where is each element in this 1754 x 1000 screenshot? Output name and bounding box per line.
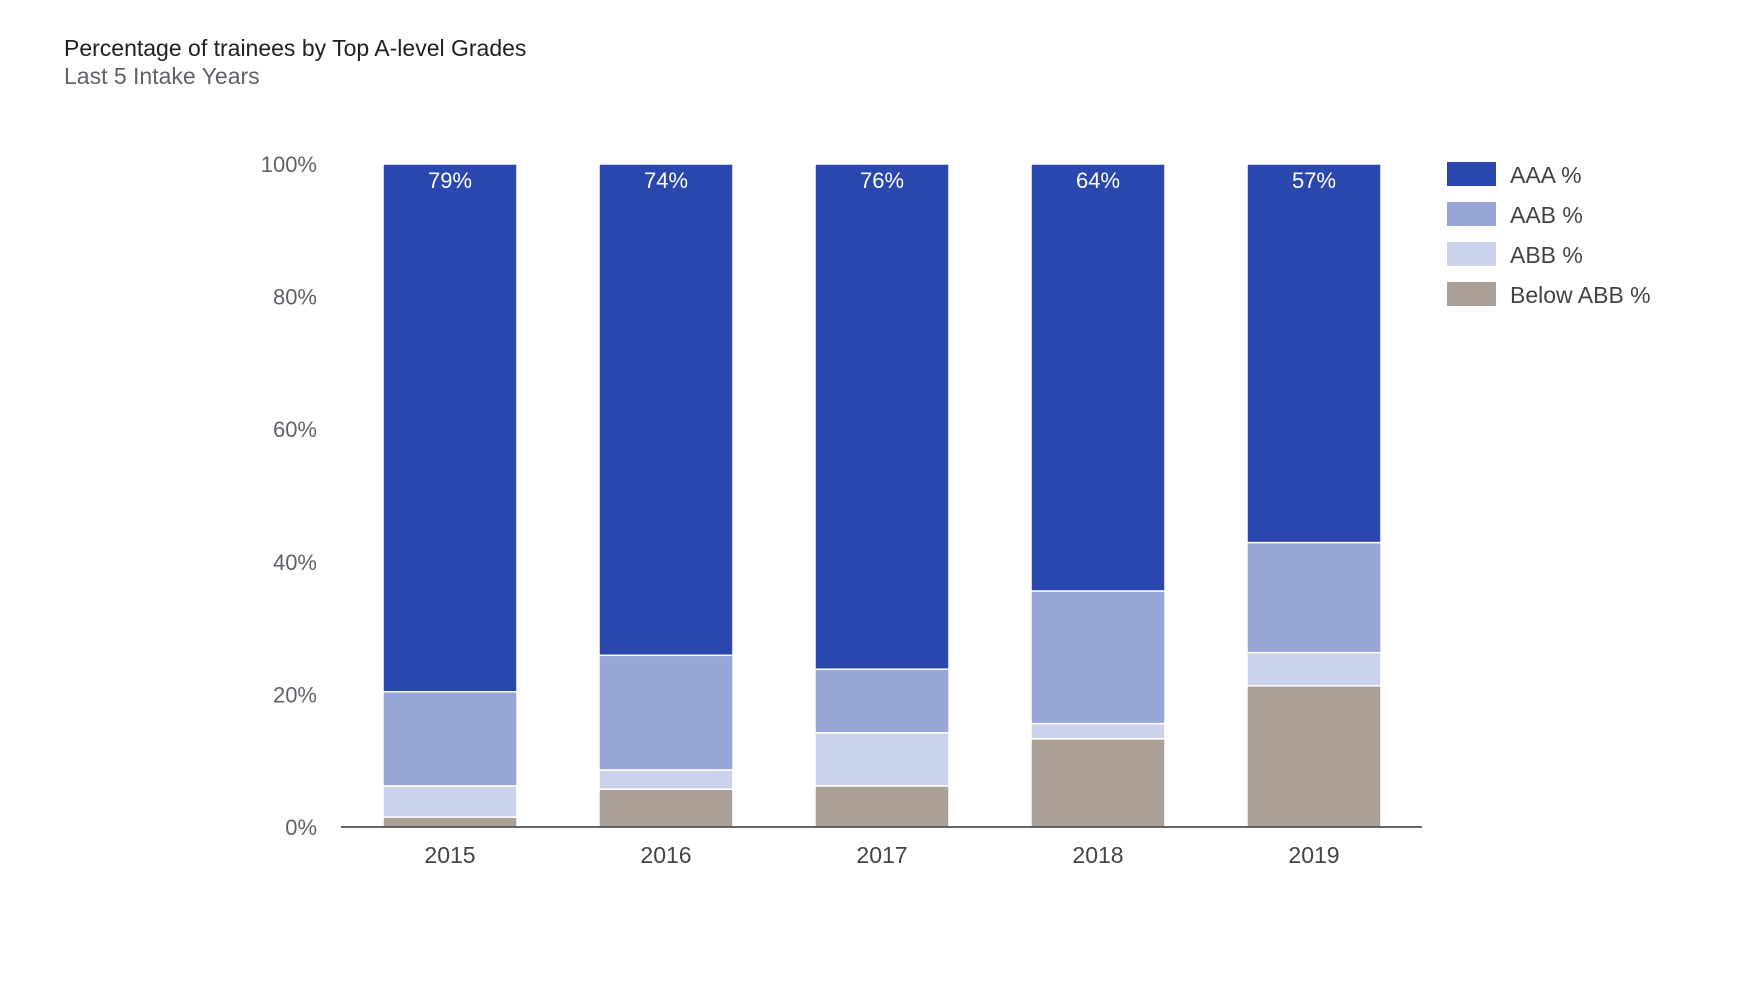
bar-segment	[814, 732, 950, 787]
bar-segment	[598, 788, 734, 828]
y-tick-label: 80%	[273, 285, 317, 310]
data-label: 64%	[1076, 168, 1120, 193]
legend-label: ABB %	[1510, 242, 1583, 268]
y-tick-label: 20%	[273, 682, 317, 707]
bar-segment	[1246, 541, 1382, 654]
legend-label: Below ABB %	[1510, 282, 1651, 308]
bar-segment	[1246, 651, 1382, 687]
chart-subtitle: Last 5 Intake Years	[64, 63, 260, 89]
legend-label: AAA %	[1510, 162, 1582, 188]
legend-label: AAB %	[1510, 202, 1583, 228]
chart-title: Percentage of trainees by Top A-level Gr…	[64, 35, 527, 61]
bar-segment	[382, 785, 518, 818]
data-label: 74%	[644, 168, 688, 193]
legend-swatch	[1447, 242, 1496, 266]
legend-swatch	[1447, 282, 1496, 306]
chart-header: Percentage of trainees by Top A-level Gr…	[64, 34, 526, 90]
bar-segment	[382, 690, 518, 787]
bar-segment	[598, 654, 734, 771]
bar-segment	[814, 785, 950, 828]
bar-segment	[1030, 738, 1166, 828]
bar-segment	[1030, 590, 1166, 725]
y-tick-label: 40%	[273, 550, 317, 575]
x-tick-label: 2015	[424, 842, 475, 868]
y-tick-label: 60%	[273, 417, 317, 442]
x-tick-label: 2018	[1072, 842, 1123, 868]
bar-segment	[598, 163, 734, 657]
x-tick-label: 2017	[856, 842, 907, 868]
data-label: 76%	[860, 168, 904, 193]
data-label: 79%	[428, 168, 472, 193]
bar-segment	[1030, 163, 1166, 592]
data-label: 57%	[1292, 168, 1336, 193]
x-tick-label: 2019	[1288, 842, 1339, 868]
bar-segment	[1246, 685, 1382, 828]
bar-segment	[382, 163, 518, 693]
bar-segment	[1246, 163, 1382, 544]
x-tick-label: 2016	[640, 842, 691, 868]
legend-swatch	[1447, 202, 1496, 226]
bar-segment	[814, 163, 950, 670]
bar-segment	[1030, 722, 1166, 740]
y-tick-label: 0%	[285, 815, 317, 840]
bar-segment	[598, 769, 734, 790]
bar-segment	[814, 668, 950, 734]
legend-swatch	[1447, 162, 1496, 186]
bar-segment	[382, 816, 518, 828]
y-tick-label: 100%	[261, 152, 317, 177]
